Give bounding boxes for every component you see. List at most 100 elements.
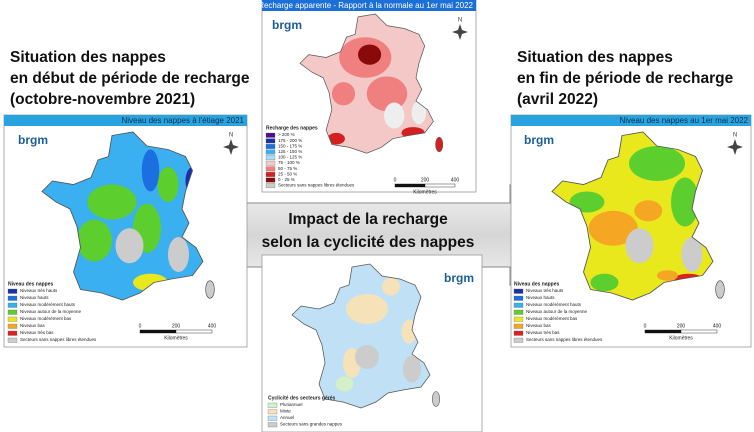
scale-bar: [139, 329, 177, 334]
legend-swatch: [7, 288, 18, 294]
map-fill: [552, 132, 713, 300]
legend-title: Recharge des nappes: [266, 125, 318, 131]
legend-swatch: [7, 295, 18, 301]
legend-title: Niveau des nappes: [8, 281, 54, 287]
scale-label: 400: [713, 323, 722, 329]
legend-swatch: [513, 316, 524, 322]
legend-label: Secteurs sans nappes libres étendues: [526, 337, 603, 342]
map-panel: Niveau des nappes à l'étiage 2021 brgm N Ni…: [3, 114, 248, 348]
corsica: [715, 280, 725, 299]
legend-label: Niveaux très bas: [20, 330, 54, 335]
scale-label: 200: [677, 323, 686, 329]
legend-label: 100 - 125 %: [278, 155, 302, 160]
map-panel: Niveau des nappes au 1er mai 2022 brgm N Ni…: [510, 114, 752, 348]
logo: brgm: [18, 133, 48, 147]
region: [382, 277, 400, 296]
legend-label: Niveaux bas: [526, 323, 552, 328]
legend-label: > 200 %: [278, 132, 295, 137]
france-map: [299, 13, 444, 154]
north-arrow: [452, 24, 468, 40]
legend-swatch: [267, 402, 278, 408]
region: [629, 146, 685, 181]
heading: (octobre-novembre 2021): [10, 91, 195, 108]
legend-label: Secteurs sans grandes nappes: [280, 422, 343, 427]
legend-label: Niveaux très hauts: [20, 288, 58, 293]
map-panel: Recharge apparente - Rapport à la normal…: [258, 0, 477, 195]
legend-swatch: [265, 177, 276, 183]
north-arrow: [727, 139, 743, 155]
scale-label: 0: [139, 323, 142, 329]
corsica: [435, 136, 444, 153]
scale-unit: Kilomètres: [164, 335, 188, 341]
legend-swatch: [265, 138, 276, 144]
legend-label: Niveaux modérément hauts: [526, 302, 582, 307]
legend-label: Niveaux très bas: [526, 330, 560, 335]
legend-label: Pluriannuel: [280, 402, 303, 407]
region: [569, 191, 605, 213]
border: [41, 131, 204, 301]
legend-label: 50 - 75 %: [278, 166, 297, 171]
legend-swatch: [267, 409, 278, 415]
legend-label: Secteurs sans nappes libres étendues: [278, 183, 355, 188]
corsica: [205, 280, 215, 299]
region: [87, 184, 137, 220]
region: [168, 237, 189, 272]
legend-swatch: [265, 166, 276, 172]
north-label: N: [458, 18, 462, 24]
legend-swatch: [7, 330, 18, 336]
region: [403, 355, 421, 383]
legend-label: 25 - 50 %: [278, 171, 297, 176]
north-label: N: [733, 133, 737, 139]
legend-swatch: [7, 309, 18, 315]
scale-bar: [424, 183, 456, 188]
map-title: Recharge apparente - Rapport à la normal…: [258, 1, 473, 10]
legend-swatch: [7, 323, 18, 329]
map-title: Niveau des nappes à l'étiage 2021: [121, 116, 244, 125]
legend-label: 150 - 175 %: [278, 143, 302, 148]
region: [411, 101, 427, 125]
scale-label: 200: [421, 177, 430, 183]
north-arrow: [223, 139, 239, 155]
legend-title: Niveau des nappes: [514, 281, 560, 287]
legend-swatch: [513, 330, 524, 336]
region: [77, 219, 112, 262]
region: [366, 76, 408, 112]
scale-bar: [644, 329, 682, 334]
region: [625, 228, 654, 264]
france-map: [41, 131, 215, 301]
region: [590, 273, 619, 292]
map-title-bar: [511, 115, 751, 126]
region: [671, 177, 699, 227]
legend-swatch: [513, 295, 524, 301]
border: [299, 13, 434, 154]
legend-label: Niveaux modérément bas: [20, 316, 72, 321]
legend-swatch: [267, 415, 278, 421]
heading: Situation des nappes: [10, 49, 166, 66]
heading: en début de période de recharge: [10, 70, 250, 87]
region: [384, 102, 405, 129]
corsica: [431, 391, 441, 407]
legend-swatch: [265, 144, 276, 149]
legend-swatch: [265, 160, 276, 166]
legend-swatch: [513, 288, 524, 294]
legend-swatch: [7, 337, 18, 343]
legend-label: 175 - 200 %: [278, 138, 302, 143]
legend-swatch: [7, 316, 18, 322]
legend-swatch: [265, 132, 276, 138]
legend-label: Niveaux autour de la moyenne: [526, 309, 588, 314]
legend-label: Annuel: [280, 415, 294, 420]
legend-label: Niveaux hauts: [20, 295, 49, 300]
logo: brgm: [524, 133, 554, 147]
region: [331, 82, 356, 106]
legend-label: 0 - 25 %: [278, 177, 295, 182]
legend-swatch: [513, 337, 524, 343]
map-fill: [292, 264, 430, 408]
region: [358, 44, 382, 65]
legend-label: Niveaux autour de la moyenne: [20, 309, 82, 314]
map-title-bar: [4, 115, 247, 126]
scale-label: 0: [394, 177, 397, 183]
map-fill: [42, 132, 203, 300]
heading: (avril 2022): [517, 91, 598, 108]
legend-swatch: [513, 309, 524, 315]
